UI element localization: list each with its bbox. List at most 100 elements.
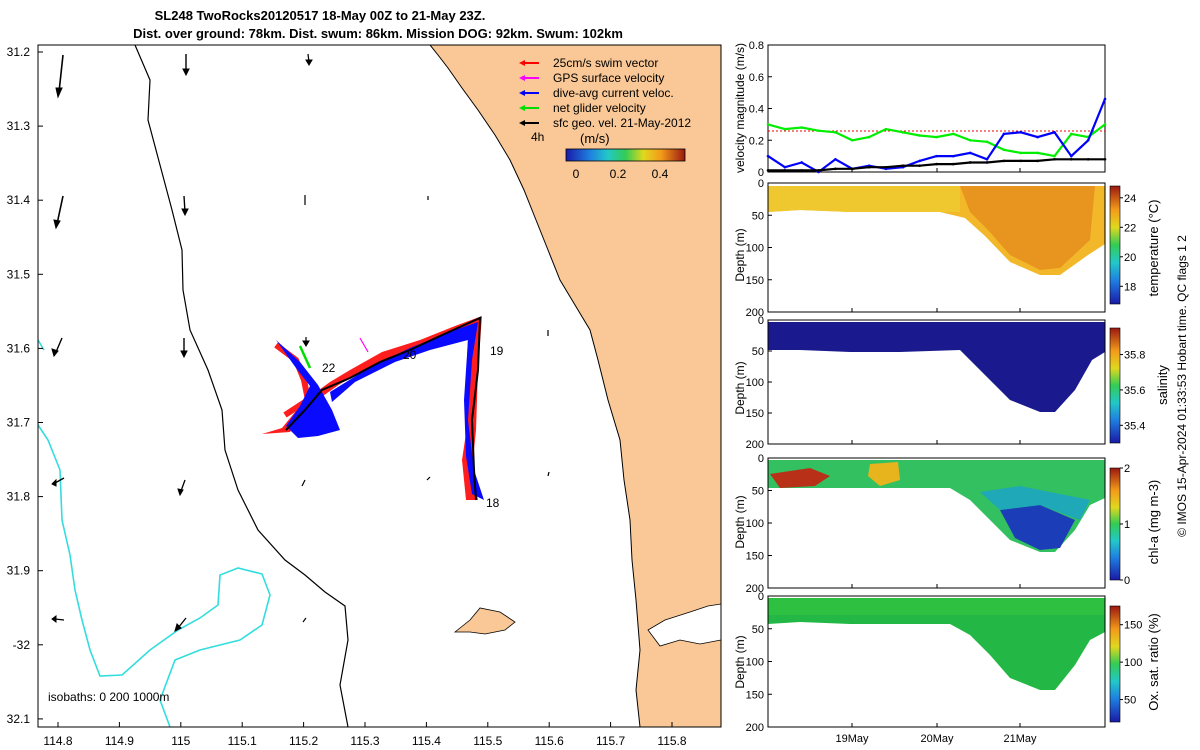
salinity-colorbar [1109,327,1121,444]
legend-label: sfc geo. vel. 21-May-2012 [553,116,691,130]
series-point [968,138,972,142]
map-y-tick-label: 31.5 [7,267,31,281]
day-label-18: 18 [486,496,500,510]
temperature-field-shallow [768,186,960,212]
map-x-tick-label: 115.5 [473,734,502,748]
series-point [1103,97,1107,101]
colorbar-tick-label: 35.4 [1124,420,1145,432]
series-point [1070,154,1073,158]
oxygen-panel: Ox. sat. ratio (%) Depth (m) [733,595,1161,728]
depth-tick-label: 200 [746,307,764,319]
depth-tick-label: 200 [746,722,764,734]
map-x-tick-label: 114.9 [105,734,134,748]
isobaths-label: isobaths: 0 200 1000m [48,690,169,704]
chl-high-surface [770,468,830,488]
legend-label: GPS surface velocity [553,71,664,85]
temperature-panel: temperature (°C) Depth (m) [733,182,1161,313]
salinity-field [768,322,1105,412]
legend-arrowhead [519,75,525,81]
colorbar-tick-label: 35.6 [1124,385,1145,397]
current-vectors [276,322,484,500]
series-point [800,161,803,164]
series-point [1053,131,1056,134]
series-point [1019,151,1023,155]
series-point [935,135,938,139]
depth-tick-label: 200 [746,439,764,451]
colorbar-tick-label: 22 [1124,222,1136,234]
series-point [817,169,820,172]
island [453,607,516,635]
map-x-ticks: 114.8 114.9 115 115.1 115.2 115.3 115.4 115.5 11… [43,722,687,748]
estuary [647,603,721,647]
land [429,45,721,727]
series-point [1053,154,1056,158]
depth-tick-label: 150 [746,275,764,287]
map-y-tick-label: 31.9 [7,564,31,578]
velocity-panel: 0 0.2 0.4 0.6 0.8 velocity magnitude (m/s) [733,40,1107,179]
legend-label: net glider velocity [553,101,646,115]
map-y-tick-label: 31.6 [7,341,31,355]
series-point [834,131,837,134]
map-x-tick-label: 115.3 [350,734,379,748]
series-point [1002,159,1006,163]
colorbar-tick-label: 18 [1124,281,1136,293]
velocity-y-tick-label: 0.2 [749,135,764,147]
depth-tick-label: 100 [746,377,764,389]
series-point [901,164,905,167]
legend-arrowhead [519,120,525,126]
chl-ylabel: Depth (m) [733,495,747,548]
series-point [867,165,871,169]
map-y-tick-label: 31.4 [7,193,31,207]
map-colorbar-ticks: 0 0.2 0.4 [573,167,669,181]
map-colorbar-tick: 0.2 [610,167,627,181]
day-label-22: 22 [322,361,336,375]
map-y-tick-label: 31.7 [7,416,31,430]
temp-ylabel: Depth (m) [733,228,747,281]
oxygen-field-upper [768,598,1105,615]
velocity-y-ticks: 0 0.2 0.4 0.6 0.8 [749,40,772,179]
series-point [1086,138,1090,142]
credit: © IMOS 15-Apr-2024 01:33:53 Hobart time.… [1175,235,1189,537]
colorbar-title: (m/s) [580,131,610,146]
series-point [935,154,938,158]
oxygen-label: Ox. sat. ratio (%) [1146,613,1161,711]
depth-tick-label: 150 [746,689,764,701]
depth-tick-label: 50 [752,486,764,498]
depth-tick-label: 150 [746,408,764,420]
series-point [834,158,837,161]
depth-tick-label: 100 [746,243,764,255]
sal-ylabel: Depth (m) [733,361,747,414]
temperature-colorbar [1109,185,1121,305]
series-point [952,154,955,158]
day-labels: 18 19 20 22 [322,344,504,510]
depth-ticks: 0501001502000501001502000501001502000501… [746,178,772,734]
velocity-y-tick-label: 0.6 [749,72,764,84]
series-point [935,162,938,166]
series-point [985,158,989,161]
title-line2: Dist. over ground: 78km. Dist. swum: 86k… [133,26,623,41]
series-point [985,161,989,164]
series-point [766,154,770,158]
series-point [1019,131,1023,134]
oxygen-colorbar [1109,605,1121,723]
series-point [1036,151,1039,155]
map-x-tick-label: 115 [171,734,190,748]
chl-panel: chl-a (mg m-3) Depth (m) [733,457,1161,589]
series-point [918,159,921,163]
series-point [1019,159,1023,163]
salinity-label: salinity [1155,365,1170,405]
day-label-19: 19 [490,344,504,358]
series-point [884,127,888,131]
depth-tick-label: 0 [758,315,764,327]
map-x-tick-label: 115.6 [535,734,564,748]
series-point [918,164,921,167]
day-label-20: 20 [403,348,417,362]
time-ticks: 19May 20May 21May [835,168,1037,745]
velocity-series [766,97,1107,174]
legend-arrowhead [519,105,525,111]
series-point [918,134,921,137]
chl-high-surface2 [868,462,900,486]
depth-tick-label: 0 [758,453,764,465]
series-point [766,123,770,126]
